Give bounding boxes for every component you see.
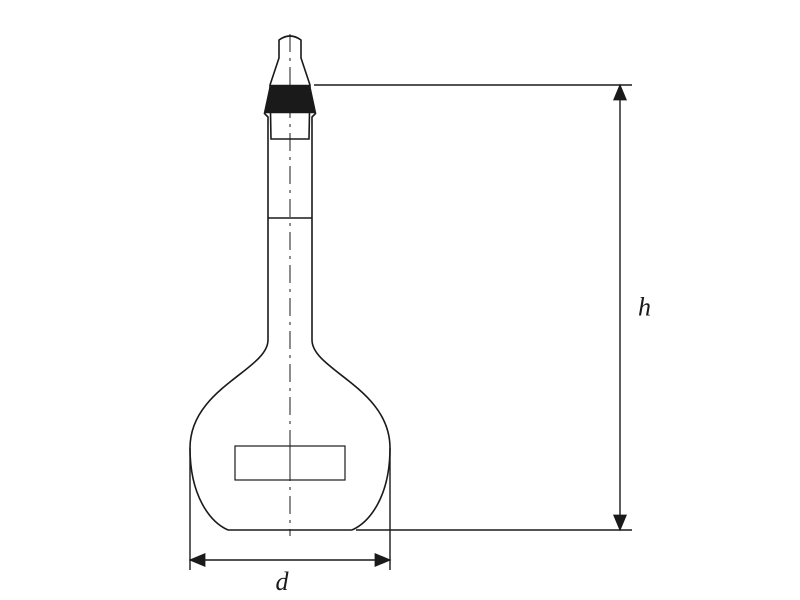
diameter-label: d [276,567,290,596]
ground-joint-fill [264,85,316,113]
flask-outline-right [312,113,390,530]
flask-outline-left [190,113,268,530]
volumetric-flask-diagram: h d [0,0,800,600]
height-label: h [638,293,651,322]
